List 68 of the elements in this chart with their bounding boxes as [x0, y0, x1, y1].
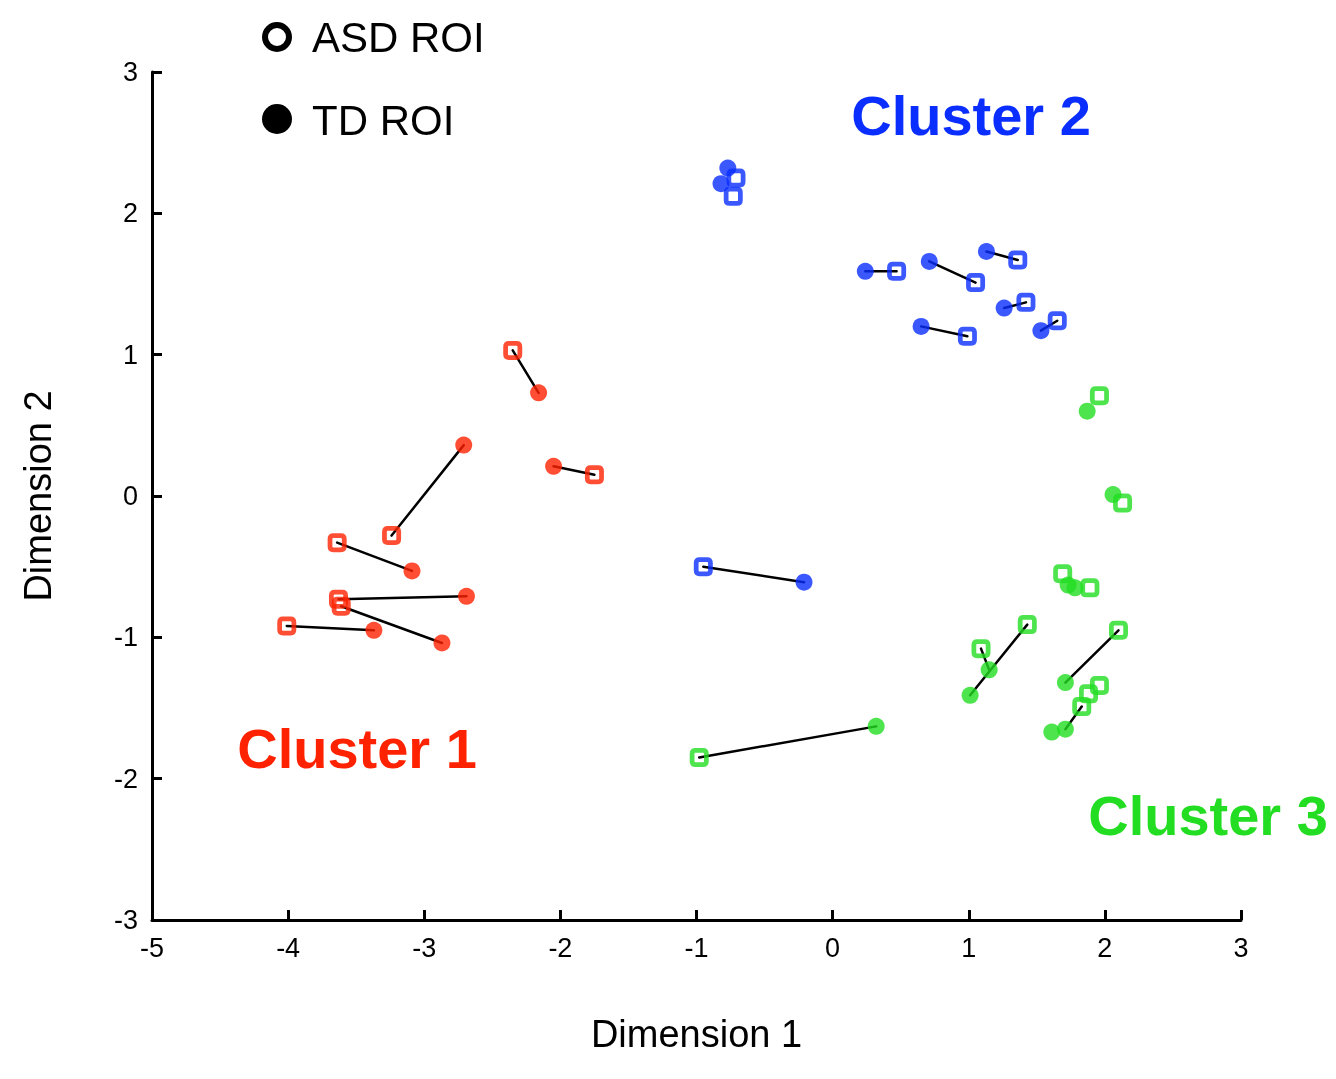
point: [977, 243, 995, 260]
text: ASD ROI: [312, 13, 485, 61]
point: [856, 262, 874, 280]
point: [433, 634, 451, 652]
y-axis-title: Dimension 2: [17, 390, 59, 602]
point: [327, 533, 347, 553]
x-tick-label: 2: [1097, 932, 1113, 963]
point: [712, 175, 730, 193]
y-tick-label: -1: [113, 622, 138, 653]
x-axis-title: Dimension 1: [590, 1013, 803, 1055]
point: [920, 252, 938, 270]
annotation: TD ROI: [312, 96, 455, 144]
point: [503, 340, 523, 360]
annotation: Cluster 2: [851, 83, 1091, 147]
point: [689, 747, 709, 767]
point: [1056, 674, 1074, 692]
point: [795, 573, 813, 591]
point: [961, 686, 979, 704]
point: [957, 326, 977, 346]
point: [1066, 579, 1084, 597]
x-tick-label: -5: [139, 932, 165, 963]
point: [693, 557, 713, 577]
x-tick-label: -1: [684, 932, 709, 963]
point: [912, 317, 930, 335]
point: [1016, 292, 1036, 312]
point: [530, 384, 548, 402]
point: [382, 526, 402, 546]
point: [995, 299, 1013, 317]
y-tick-label: 2: [122, 198, 138, 229]
point: [887, 261, 907, 281]
point: [1017, 615, 1037, 635]
y-tick-label: 1: [122, 339, 138, 370]
point: [723, 186, 743, 206]
y-tick-label: -3: [113, 905, 138, 935]
annotation: Cluster 1: [237, 716, 477, 780]
point: [1047, 311, 1067, 331]
point: [719, 159, 737, 177]
x-tick-label: -2: [548, 932, 573, 963]
point: [966, 273, 986, 293]
point: [1089, 386, 1109, 406]
point: [331, 596, 351, 616]
point: [455, 436, 473, 454]
point: [365, 621, 383, 639]
y-tick-label: 0: [122, 481, 138, 511]
y-tick-label: 3: [122, 57, 138, 87]
y-tick-label: -2: [113, 763, 138, 794]
point: [867, 717, 885, 735]
point: [403, 562, 421, 580]
x-tick-label: -3: [412, 932, 437, 963]
x-tick-label: -4: [276, 932, 301, 963]
point: [1056, 720, 1074, 738]
point: [1078, 402, 1096, 420]
point: [457, 587, 475, 605]
point: [980, 661, 998, 679]
x-tick-label: 3: [1233, 932, 1249, 963]
x-tick-label: 0: [825, 932, 841, 963]
point: [1032, 322, 1050, 340]
point: [1008, 250, 1028, 270]
point: [545, 457, 563, 475]
point: [1108, 620, 1128, 640]
point: [1104, 486, 1122, 504]
x-tick-label: 1: [961, 932, 977, 963]
point: [277, 616, 297, 636]
point: [1043, 723, 1061, 741]
point: [971, 639, 991, 659]
point: [1072, 697, 1092, 717]
annotation: Cluster 3: [1088, 783, 1328, 847]
point: [584, 465, 604, 485]
